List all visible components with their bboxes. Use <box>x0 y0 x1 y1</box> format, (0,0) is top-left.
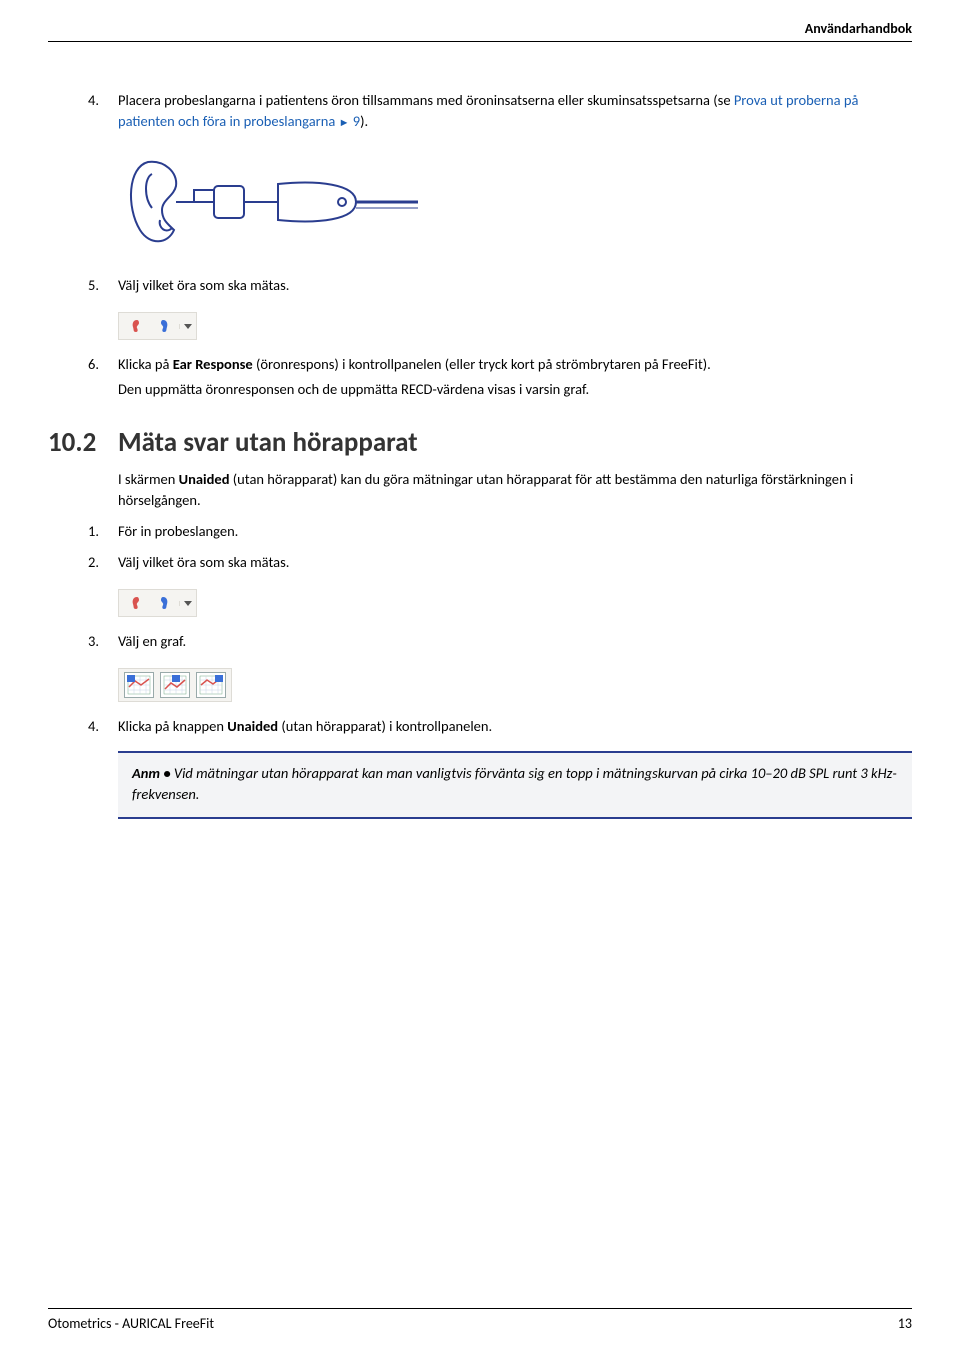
header-title: Användarhandbok <box>48 20 912 41</box>
section-title: Mäta svar utan hörapparat <box>118 426 418 459</box>
section-step-4-body: Klicka på knappen Unaided (utan hörappar… <box>118 716 912 737</box>
step-6-text-b: (öronrespons) i kontrollpanelen (eller t… <box>253 355 711 373</box>
right-ear-icon[interactable] <box>151 315 177 337</box>
section-intro-a: I skärmen <box>118 470 179 488</box>
footer-left: Otometrics - AURICAL FreeFit <box>48 1315 214 1332</box>
graph-option-1[interactable] <box>124 672 154 698</box>
step-number: 5. <box>48 275 118 296</box>
section-step-4: 4. Klicka på knappen Unaided (utan hörap… <box>48 716 912 737</box>
section-number: 10.2 <box>48 426 118 459</box>
step-number: 2. <box>48 552 118 573</box>
step-number: 1. <box>48 521 118 542</box>
step-5-text: Välj vilket öra som ska mätas. <box>118 275 912 296</box>
section-intro: I skärmen Unaided (utan hörapparat) kan … <box>118 469 912 511</box>
step-5: 5. Välj vilket öra som ska mätas. <box>48 275 912 296</box>
step-number: 4. <box>48 90 118 132</box>
step-4-text-a: Placera probeslangarna i patientens öron… <box>118 91 734 109</box>
ear-selector-toolbar <box>118 312 197 340</box>
section-step-4-bold: Unaided <box>227 717 278 735</box>
step-6-bold: Ear Response <box>173 355 253 373</box>
ear-selector-dropdown[interactable] <box>179 324 192 329</box>
graph-option-2[interactable] <box>160 672 190 698</box>
ear-selector-dropdown[interactable] <box>179 601 192 606</box>
section-heading: 10.2 Mäta svar utan hörapparat <box>48 426 912 459</box>
section-intro-bold: Unaided <box>179 470 230 488</box>
cross-ref-arrow-icon: ► <box>339 116 350 129</box>
right-ear-icon[interactable] <box>151 592 177 614</box>
step-6-text-c: Den uppmätta öronresponsen och de uppmät… <box>118 380 589 398</box>
section-step-4-a: Klicka på knappen <box>118 717 227 735</box>
section-step-1: 1. För in probeslangen. <box>48 521 912 542</box>
footer-rule <box>48 1308 912 1309</box>
footer-page-number: 13 <box>898 1315 912 1332</box>
step-4: 4. Placera probeslangarna i patientens ö… <box>48 90 912 132</box>
step-6: 6. Klicka på Ear Response (öronrespons) … <box>48 354 912 400</box>
section-intro-b: (utan hörapparat) kan du göra mätningar … <box>118 470 853 509</box>
section-step-4-b: (utan hörapparat) i kontrollpanelen. <box>278 717 492 735</box>
step-body: Placera probeslangarna i patientens öron… <box>118 90 912 132</box>
step-number: 4. <box>48 716 118 737</box>
note-box: Anm • Vid mätningar utan hörapparat kan … <box>118 751 912 819</box>
step-number: 6. <box>48 354 118 400</box>
step-number: 3. <box>48 631 118 652</box>
chevron-down-icon <box>184 324 192 329</box>
chevron-down-icon <box>184 601 192 606</box>
graph-selector-toolbar <box>118 668 232 702</box>
section-step-3-text: Välj en graf. <box>118 631 912 652</box>
step-6-body: Klicka på Ear Response (öronrespons) i k… <box>118 354 912 400</box>
header-rule <box>48 41 912 42</box>
note-label: Anm • <box>132 764 171 782</box>
cross-ref-page: 9 <box>353 112 360 130</box>
left-ear-icon[interactable] <box>123 315 149 337</box>
ear-selector-toolbar <box>118 589 197 617</box>
left-ear-icon[interactable] <box>123 592 149 614</box>
note-text: Vid mätningar utan hörapparat kan man va… <box>132 764 897 803</box>
step-6-text-a: Klicka på <box>118 355 173 373</box>
section-step-2: 2. Välj vilket öra som ska mätas. <box>48 552 912 573</box>
footer: Otometrics - AURICAL FreeFit 13 <box>48 1308 912 1332</box>
section-step-2-text: Välj vilket öra som ska mätas. <box>118 552 912 573</box>
section-step-3: 3. Välj en graf. <box>48 631 912 652</box>
ear-probe-illustration <box>118 142 912 257</box>
section-step-1-text: För in probeslangen. <box>118 521 912 542</box>
graph-option-3[interactable] <box>196 672 226 698</box>
step-4-text-b: ). <box>360 112 368 130</box>
